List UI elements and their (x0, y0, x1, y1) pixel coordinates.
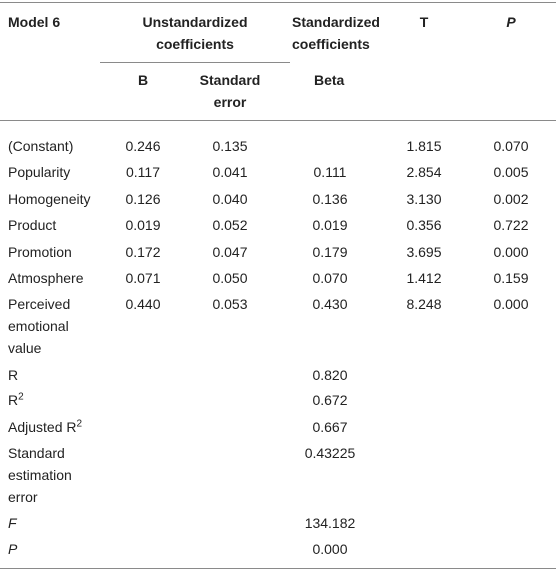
rule (100, 62, 290, 63)
cell: 0.047 (212, 244, 248, 260)
cell: 0.002 (493, 191, 529, 207)
label-text: Homogeneity (8, 191, 91, 207)
rule (0, 120, 556, 121)
header-cell: P (506, 14, 516, 30)
row-label: Standard estimation error (8, 442, 98, 508)
cell: 8.248 (406, 296, 442, 312)
cell: 0.052 (212, 217, 248, 233)
row-label: (Constant) (8, 135, 98, 157)
cell: 1.815 (406, 138, 442, 154)
row-label: Product (8, 214, 98, 236)
label-text: Standard estimation error (8, 445, 72, 505)
row-label: Homogeneity (8, 188, 98, 210)
cell: 0.172 (125, 244, 161, 260)
rule (0, 2, 556, 3)
cell: 3.695 (406, 244, 442, 260)
header-cell: T (419, 14, 429, 30)
rule (0, 568, 556, 569)
cell: 0.820 (312, 367, 348, 383)
label-text: Promotion (8, 244, 72, 260)
cell: 2.854 (406, 164, 442, 180)
row-label: Promotion (8, 241, 98, 263)
cell: 0.019 (125, 217, 161, 233)
cell: 0.672 (312, 392, 348, 408)
cell: 0.019 (312, 217, 348, 233)
cell: 0.246 (125, 138, 161, 154)
label-text: F (8, 515, 17, 531)
cell: 0.430 (312, 296, 348, 312)
header-cell: Beta (314, 72, 345, 88)
label-text: Perceived emotional value (8, 296, 71, 356)
row-label: Perceived emotional value (8, 293, 98, 359)
cell: 0.135 (212, 138, 248, 154)
cell: 0.126 (125, 191, 161, 207)
header-cell: Standard error (199, 72, 261, 110)
label-sup: 2 (76, 418, 83, 430)
cell: 0.041 (212, 164, 248, 180)
cell: 0.053 (212, 296, 248, 312)
row-label: F (8, 512, 98, 534)
cell: 1.412 (406, 270, 442, 286)
row-label: P (8, 538, 98, 560)
cell: 0.722 (493, 217, 529, 233)
cell: 0.136 (312, 191, 348, 207)
cell: 3.130 (406, 191, 442, 207)
cell: 0.159 (493, 270, 529, 286)
label-text: Atmosphere (8, 270, 84, 286)
cell: 0.000 (493, 244, 529, 260)
cell: 0.071 (125, 270, 161, 286)
label-text: Product (8, 217, 57, 233)
cell: 0.005 (493, 164, 529, 180)
cell: 0.117 (126, 164, 160, 180)
cell: 0.111 (313, 164, 347, 180)
cell: 0.050 (212, 270, 248, 286)
label-text: P (8, 541, 18, 557)
label-text: (Constant) (8, 138, 74, 154)
cell: 0.070 (493, 138, 529, 154)
cell: 0.356 (406, 217, 442, 233)
row-label: Popularity (8, 161, 98, 183)
label-text: R (8, 367, 19, 383)
cell: 0.440 (125, 296, 161, 312)
cell: 0.040 (212, 191, 248, 207)
header-cell: Unstandardized coefficients (142, 14, 248, 52)
cell: 0.179 (312, 244, 348, 260)
header-cell: Standardized coefficients (292, 14, 380, 52)
label-text: Adjusted R (8, 419, 77, 435)
header-cell: Model 6 (8, 14, 61, 30)
cell: 0.43225 (304, 445, 356, 461)
label-sup: 2 (18, 391, 24, 403)
row-label: R2 (8, 389, 98, 411)
cell: 0.070 (312, 270, 348, 286)
row-label: R (8, 364, 98, 386)
cell: 0.000 (493, 296, 529, 312)
cell: 0.000 (312, 541, 348, 557)
cell: 0.667 (312, 419, 348, 435)
row-label: Adjusted R2 (8, 416, 98, 438)
row-label: Atmosphere (8, 267, 98, 289)
header-cell: B (137, 72, 149, 88)
label-text: R (8, 392, 19, 408)
label-text: Popularity (8, 164, 71, 180)
cell: 134.182 (304, 515, 356, 531)
